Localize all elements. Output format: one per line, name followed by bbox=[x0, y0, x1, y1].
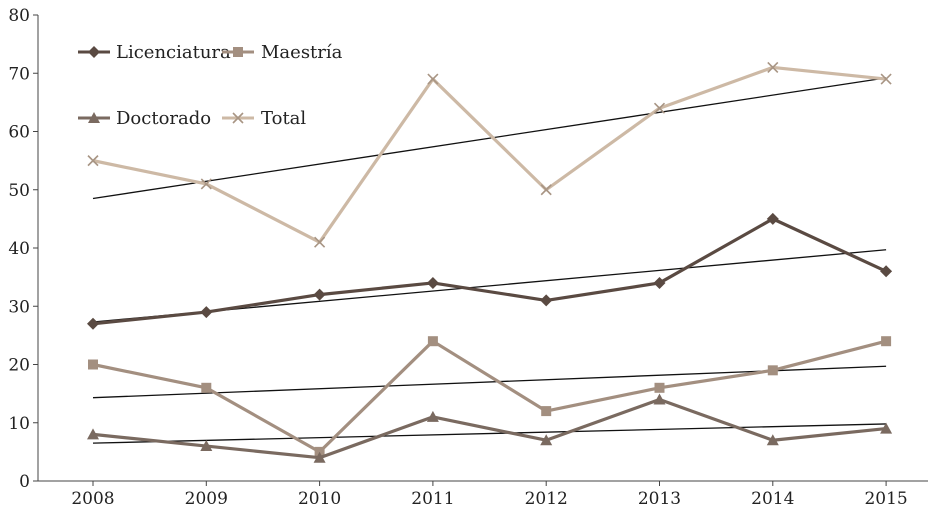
legend-marker-shape bbox=[232, 112, 244, 124]
series-line-maestria bbox=[92, 339, 887, 454]
trendline-total bbox=[92, 77, 887, 200]
data-point-maestria bbox=[427, 336, 438, 347]
y-tick-label: 50 bbox=[8, 181, 30, 201]
trendline-doctorado bbox=[92, 423, 887, 444]
legend-marker-shape bbox=[88, 46, 100, 58]
series-line-doctorado bbox=[92, 397, 887, 460]
x-tick-label: 2008 bbox=[71, 489, 114, 509]
data-point-maestria bbox=[201, 382, 212, 393]
chart-axes bbox=[37, 15, 928, 482]
data-point-licenciatura bbox=[313, 288, 326, 301]
legend-label-maestria: Maestría bbox=[261, 42, 343, 63]
legend-marker-shape bbox=[233, 47, 243, 57]
data-point-maestria bbox=[881, 336, 892, 347]
legend-marker-doctorado bbox=[88, 112, 100, 123]
x-tick-label: 2013 bbox=[638, 489, 681, 509]
data-point-licenciatura bbox=[880, 265, 893, 278]
data-point-total bbox=[540, 184, 552, 196]
legend-marker-shape bbox=[88, 112, 100, 123]
data-point-maestria bbox=[654, 382, 665, 393]
data-point-doctorado bbox=[313, 451, 326, 463]
y-tick-label: 10 bbox=[8, 414, 30, 434]
data-point-total bbox=[314, 236, 326, 248]
data-series bbox=[87, 61, 893, 463]
data-point-maestria bbox=[541, 406, 552, 417]
data-point-licenciatura bbox=[426, 276, 439, 289]
data-point-doctorado bbox=[766, 434, 779, 446]
y-tick-label: 80 bbox=[8, 6, 30, 26]
legend-item-maestria: Maestría bbox=[222, 42, 343, 63]
data-point-licenciatura bbox=[200, 306, 213, 319]
legend-marker-maestria bbox=[233, 47, 243, 57]
data-point-total bbox=[653, 102, 666, 114]
x-tick-label: 2015 bbox=[864, 489, 907, 509]
data-point-doctorado bbox=[87, 428, 99, 440]
data-point-doctorado bbox=[653, 393, 666, 405]
legend-item-licenciatura: Licenciatura bbox=[78, 42, 231, 63]
data-point-licenciatura bbox=[87, 317, 99, 330]
legend-marker-total bbox=[232, 112, 244, 124]
series-line-licenciatura bbox=[92, 217, 887, 326]
series-total bbox=[87, 61, 892, 248]
legend-label-licenciatura: Licenciatura bbox=[116, 42, 231, 63]
trendline-maestria bbox=[92, 365, 887, 399]
y-tick-label: 0 bbox=[19, 472, 30, 492]
legend-marker-licenciatura bbox=[88, 46, 100, 58]
y-tick-label: 40 bbox=[8, 239, 30, 259]
data-point-doctorado bbox=[540, 434, 553, 446]
x-tick-label: 2009 bbox=[185, 489, 228, 509]
data-point-doctorado bbox=[200, 440, 213, 452]
data-point-maestria bbox=[767, 365, 778, 376]
data-point-maestria bbox=[88, 359, 98, 370]
legend-label-total: Total bbox=[261, 108, 306, 129]
series-line-total bbox=[92, 65, 887, 244]
data-point-licenciatura bbox=[766, 212, 779, 225]
legend-item-doctorado: Doctorado bbox=[78, 108, 211, 129]
data-point-doctorado bbox=[426, 410, 439, 422]
legend: Licenciatura Maestría Doctorado Total bbox=[78, 42, 343, 129]
y-tick-label: 70 bbox=[8, 64, 30, 84]
data-point-total bbox=[767, 61, 779, 73]
legend-item-total: Total bbox=[222, 108, 306, 129]
data-point-total bbox=[880, 73, 892, 85]
x-tick-label: 2014 bbox=[751, 489, 794, 509]
data-point-doctorado bbox=[880, 422, 893, 434]
y-tick-label: 60 bbox=[8, 123, 30, 143]
x-tick-label: 2011 bbox=[411, 489, 454, 509]
series-licenciatura bbox=[87, 212, 893, 330]
data-point-licenciatura bbox=[653, 276, 666, 289]
axis-ticks: 0 10 20 30 40 50 60 70 80 2008 2009 2010 2011 2012 201… bbox=[8, 6, 907, 509]
legend-label-doctorado: Doctorado bbox=[116, 108, 211, 129]
x-tick-label: 2012 bbox=[525, 489, 568, 509]
data-point-total bbox=[200, 178, 212, 190]
data-point-total bbox=[87, 155, 99, 167]
data-point-total bbox=[427, 73, 439, 85]
x-tick-label: 2010 bbox=[298, 489, 341, 509]
series-doctorado bbox=[87, 393, 893, 463]
data-point-licenciatura bbox=[540, 294, 553, 307]
y-tick-label: 20 bbox=[8, 356, 30, 376]
y-tick-label: 30 bbox=[8, 297, 30, 317]
